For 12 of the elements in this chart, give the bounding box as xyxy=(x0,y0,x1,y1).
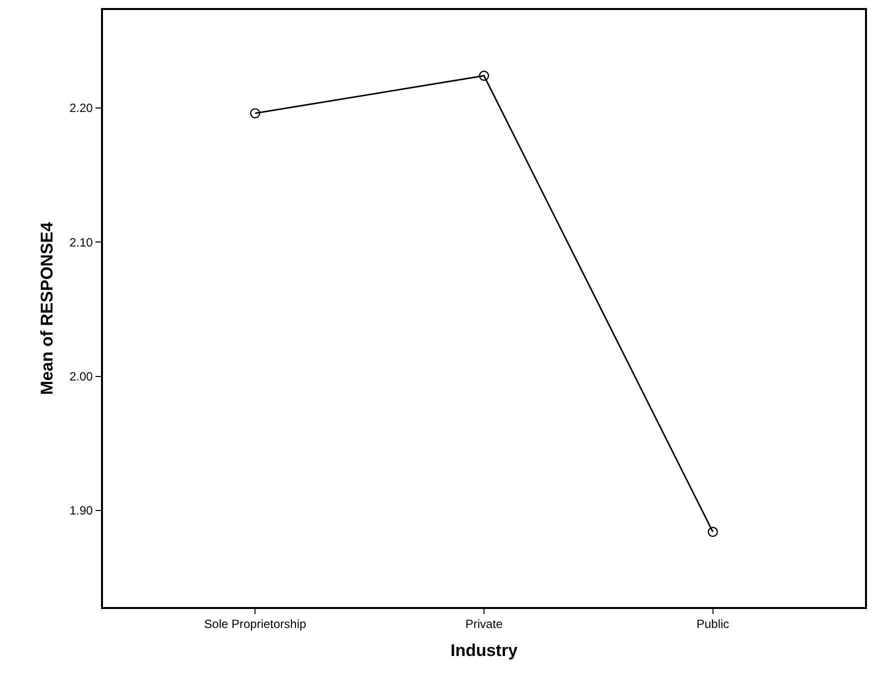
point xyxy=(250,108,260,118)
y-tick-label: 2.20 xyxy=(69,101,94,116)
y-tick-label: 2.00 xyxy=(69,369,94,384)
y-tick-label: 1.90 xyxy=(69,504,94,518)
point xyxy=(478,70,490,81)
x-tick-label: Public xyxy=(696,617,730,632)
x-axis-title: Industry xyxy=(450,641,518,660)
x-tick-label: Sole Proprietorship xyxy=(204,617,307,632)
x-tick-label: Private xyxy=(465,617,503,632)
y-tick-label: 2.10 xyxy=(69,235,94,250)
point xyxy=(708,526,718,537)
y-axis-title: Mean of RESPONSE4 xyxy=(38,222,57,395)
